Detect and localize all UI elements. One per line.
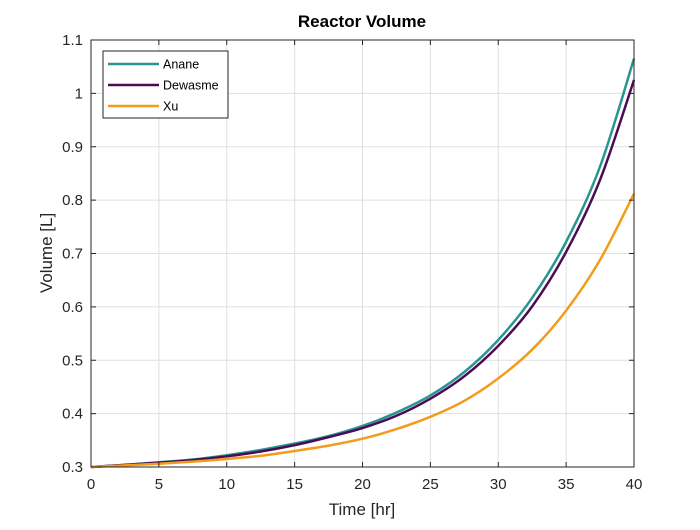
y-tick-label: 1 bbox=[75, 85, 83, 102]
y-tick-label: 0.6 bbox=[62, 299, 83, 316]
x-tick-label: 15 bbox=[286, 476, 303, 493]
y-tick-label: 0.4 bbox=[62, 406, 83, 423]
legend: Anane Dewasme Xu bbox=[102, 50, 229, 119]
y-axis-title: Volume [L] bbox=[37, 213, 56, 293]
x-axis-title: Time [hr] bbox=[329, 500, 395, 519]
x-tick-label: 35 bbox=[558, 476, 575, 493]
x-tick-label: 10 bbox=[218, 476, 235, 493]
y-tick-label: 0.8 bbox=[62, 192, 83, 209]
y-axis-ticks: 0.3 0.4 0.5 0.6 0.7 0.8 0.9 1 1.1 bbox=[62, 32, 634, 476]
series-lines bbox=[90, 58, 636, 469]
series-line-xu bbox=[90, 193, 636, 469]
y-tick-label: 0.9 bbox=[62, 139, 83, 156]
x-tick-label: 40 bbox=[626, 476, 643, 493]
chart-title: Reactor Volume bbox=[298, 12, 426, 31]
y-tick-label: 1.1 bbox=[62, 32, 83, 49]
legend-label-xu: Xu bbox=[163, 100, 178, 114]
legend-label-anane: Anane bbox=[163, 58, 199, 72]
x-tick-label: 20 bbox=[354, 476, 371, 493]
y-tick-label: 0.5 bbox=[62, 352, 83, 369]
y-tick-label: 0.3 bbox=[62, 459, 83, 476]
legend-items: Anane Dewasme Xu bbox=[108, 58, 219, 114]
x-tick-label: 5 bbox=[155, 476, 163, 493]
x-tick-label: 30 bbox=[490, 476, 507, 493]
y-tick-label: 0.7 bbox=[62, 246, 83, 263]
x-tick-label: 0 bbox=[87, 476, 95, 493]
series-line-dewasme bbox=[90, 79, 636, 469]
legend-label-dewasme: Dewasme bbox=[163, 79, 219, 93]
x-axis-ticks: 0 5 10 15 20 25 30 35 40 bbox=[87, 40, 643, 493]
x-tick-label: 25 bbox=[422, 476, 439, 493]
